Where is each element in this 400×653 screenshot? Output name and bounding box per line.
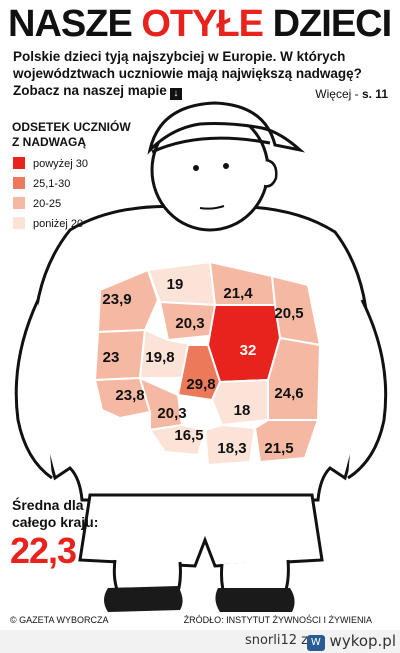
footer-source: ŹRÓDŁO: INSTYTUT ŻYWNOŚCI I ŻYWIENIA <box>183 615 372 625</box>
legend-title-line-2: Z NADWAGĄ <box>12 135 86 149</box>
watermark-bar: snorli12 z W wykop.pl <box>0 630 400 653</box>
average-value: 22,3 <box>10 530 77 571</box>
intro-text: Polskie dzieci tyją najszybciej w Europi… <box>13 48 391 100</box>
right-arm <box>347 299 388 480</box>
legend-title: ODSETEK UCZNIÓW Z NADWAGĄ <box>12 120 131 150</box>
title-part-3: DZIECI <box>263 3 393 45</box>
legend-swatch <box>13 197 25 209</box>
region-podkarpackie <box>254 419 319 463</box>
title-part-2: OTYŁE <box>141 3 264 45</box>
legend-title-line-1: ODSETEK UCZNIÓW <box>12 120 131 134</box>
poland-map <box>94 261 321 466</box>
legend-label: powyżej 30 <box>33 158 89 170</box>
arrow-down-icon: ↓ <box>169 88 182 100</box>
region-value: 21,4 <box>223 285 253 302</box>
region-value: 19,8 <box>145 349 174 366</box>
region-lubelskie <box>267 337 321 421</box>
page-title: NASZE OTYŁE DZIECI <box>8 2 392 46</box>
more-reference: Więcej - s. 11 <box>315 87 388 101</box>
region-dolnoslaskie <box>94 377 151 419</box>
region-value: 23,9 <box>102 291 131 308</box>
region-value: 24,6 <box>274 385 303 402</box>
average-label-line-2: całego kraju: <box>12 514 99 530</box>
region-value: 18 <box>234 402 251 419</box>
region-value: 19 <box>167 276 184 293</box>
region-value: 23,8 <box>115 387 144 404</box>
region-malopolskie <box>204 424 256 466</box>
region-slaskie <box>149 424 206 456</box>
watermark-logo[interactable]: W wykop.pl <box>306 632 396 651</box>
legend-label: 20-25 <box>33 198 62 210</box>
legend-swatch <box>13 177 25 189</box>
cap <box>147 101 306 155</box>
right-shoe <box>215 588 295 612</box>
left-eye <box>193 165 199 171</box>
region-value: 20,3 <box>157 405 186 422</box>
region-value: 23 <box>103 349 120 366</box>
footer-credit: © GAZETA WYBORCZA <box>10 615 109 625</box>
legend-item: 20-25 <box>13 197 61 211</box>
region-zachodniopomorskie <box>97 269 159 333</box>
legend-item: poniżej 20 <box>13 217 83 231</box>
more-page: s. 11 <box>361 87 388 101</box>
average-label: Średna dla całego kraju: <box>12 497 98 531</box>
region-value: 20,5 <box>274 305 303 322</box>
wykop-logo-icon: W <box>306 635 325 651</box>
cap-brim <box>151 136 271 154</box>
intro-paragraph: Polskie dzieci tyją najszybciej w Europi… <box>13 49 362 98</box>
watermark-user: snorli12 z <box>244 633 308 648</box>
average-label-line-1: Średna dla <box>12 497 84 513</box>
region-values: 23,9 19 21,4 20,5 20,3 23 19,8 32 29,8 2… <box>102 276 303 457</box>
legend-item: powyżej 30 <box>13 157 88 171</box>
shorts <box>78 493 324 568</box>
region-value: 32 <box>240 342 257 359</box>
left-arm <box>14 299 53 480</box>
legend-swatch <box>13 157 25 169</box>
legend-label: poniżej 20 <box>33 218 84 230</box>
region-value: 20,3 <box>175 315 204 332</box>
watermark-logo-text: wykop.pl <box>329 632 396 650</box>
region-swietokrzyskie <box>211 379 269 426</box>
region-value: 18,3 <box>217 440 246 457</box>
title-part-1: NASZE <box>8 3 142 45</box>
more-text: Więcej - <box>315 87 362 101</box>
mouth <box>199 205 225 210</box>
left-shoe <box>104 586 183 612</box>
right-eye <box>223 163 229 169</box>
ear <box>263 158 278 188</box>
legend-label: 25,1-30 <box>33 178 71 190</box>
legend-item: 25,1-30 <box>13 177 70 191</box>
region-value: 21,5 <box>264 440 293 457</box>
legend-swatch <box>13 217 25 229</box>
region-value: 29,8 <box>186 376 215 393</box>
region-value: 16,5 <box>174 427 203 444</box>
